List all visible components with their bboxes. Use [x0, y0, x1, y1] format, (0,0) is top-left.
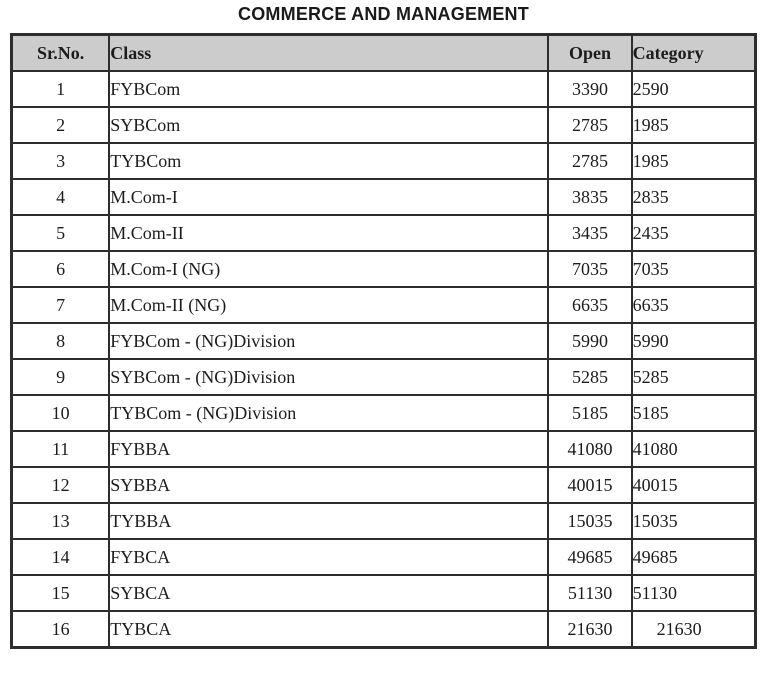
cell-sr: 16	[10, 610, 111, 649]
cell-category: 7035	[630, 250, 757, 288]
cell-category: 49685	[630, 538, 757, 576]
commerce-management-table: Sr.No. Class Open Category 1 FYBCom 3390 2590 2…	[10, 33, 757, 649]
cell-sr: 12	[10, 466, 111, 504]
cell-open: 6635	[547, 286, 633, 324]
table-row: 6 M.Com-I (NG) 7035 7035	[10, 250, 757, 288]
cell-open: 21630	[547, 610, 633, 649]
cell-sr: 1	[10, 70, 111, 108]
cell-sr: 3	[10, 142, 111, 180]
column-header-class: Class	[108, 33, 550, 72]
cell-open: 2785	[547, 142, 633, 180]
column-header-open: Open	[547, 33, 633, 72]
cell-open: 49685	[547, 538, 633, 576]
table-row: 13 TYBBA 15035 15035	[10, 502, 757, 540]
cell-category: 51130	[630, 574, 757, 612]
table-body: 1 FYBCom 3390 2590 2 SYBCom 2785 1985 3 TYBCom 278…	[10, 70, 757, 649]
cell-category: 21630	[630, 610, 757, 649]
table-row: 5 M.Com-II 3435 2435	[10, 214, 757, 252]
table-row: 14 FYBCA 49685 49685	[10, 538, 757, 576]
table-row: 16 TYBCA 21630 21630	[10, 610, 757, 649]
cell-open: 5990	[547, 322, 633, 360]
cell-class: FYBCom - (NG)Division	[108, 322, 550, 360]
cell-class: TYBCom - (NG)Division	[108, 394, 550, 432]
column-header-category: Category	[630, 33, 757, 72]
table-row: 9 SYBCom - (NG)Division 5285 5285	[10, 358, 757, 396]
cell-open: 5185	[547, 394, 633, 432]
cell-category: 15035	[630, 502, 757, 540]
cell-open: 15035	[547, 502, 633, 540]
cell-class: SYBBA	[108, 466, 550, 504]
cell-class: M.Com-II	[108, 214, 550, 252]
table-header: Sr.No. Class Open Category	[10, 33, 757, 72]
cell-category: 1985	[630, 142, 757, 180]
table-row: 11 FYBBA 41080 41080	[10, 430, 757, 468]
cell-open: 3390	[547, 70, 633, 108]
cell-class: FYBCA	[108, 538, 550, 576]
cell-sr: 6	[10, 250, 111, 288]
cell-class: FYBCom	[108, 70, 550, 108]
cell-open: 2785	[547, 106, 633, 144]
cell-open: 3835	[547, 178, 633, 216]
cell-class: M.Com-I (NG)	[108, 250, 550, 288]
cell-class: M.Com-I	[108, 178, 550, 216]
cell-category: 5990	[630, 322, 757, 360]
cell-class: TYBCom	[108, 142, 550, 180]
cell-sr: 7	[10, 286, 111, 324]
cell-sr: 8	[10, 322, 111, 360]
cell-sr: 14	[10, 538, 111, 576]
cell-open: 40015	[547, 466, 633, 504]
cell-sr: 11	[10, 430, 111, 468]
table-row: 1 FYBCom 3390 2590	[10, 70, 757, 108]
cell-open: 3435	[547, 214, 633, 252]
cell-open: 41080	[547, 430, 633, 468]
table-row: 3 TYBCom 2785 1985	[10, 142, 757, 180]
cell-class: FYBBA	[108, 430, 550, 468]
table-row: 15 SYBCA 51130 51130	[10, 574, 757, 612]
cell-category: 41080	[630, 430, 757, 468]
cell-class: M.Com-II (NG)	[108, 286, 550, 324]
cell-sr: 13	[10, 502, 111, 540]
table-row: 10 TYBCom - (NG)Division 5185 5185	[10, 394, 757, 432]
page-title: COMMERCE AND MANAGEMENT	[238, 4, 529, 24]
cell-category: 6635	[630, 286, 757, 324]
cell-sr: 5	[10, 214, 111, 252]
cell-open: 7035	[547, 250, 633, 288]
cell-category: 5185	[630, 394, 757, 432]
cell-sr: 4	[10, 178, 111, 216]
cell-category: 1985	[630, 106, 757, 144]
cell-class: SYBCom	[108, 106, 550, 144]
table-row: 4 M.Com-I 3835 2835	[10, 178, 757, 216]
cell-category: 5285	[630, 358, 757, 396]
cell-open: 5285	[547, 358, 633, 396]
column-header-sr: Sr.No.	[10, 33, 111, 72]
cell-class: TYBCA	[108, 610, 550, 649]
table-row: 2 SYBCom 2785 1985	[10, 106, 757, 144]
cell-category: 2435	[630, 214, 757, 252]
table-row: 12 SYBBA 40015 40015	[10, 466, 757, 504]
cell-class: TYBBA	[108, 502, 550, 540]
cell-category: 40015	[630, 466, 757, 504]
cell-category: 2835	[630, 178, 757, 216]
cell-sr: 9	[10, 358, 111, 396]
cell-class: SYBCom - (NG)Division	[108, 358, 550, 396]
cell-category: 2590	[630, 70, 757, 108]
cell-sr: 10	[10, 394, 111, 432]
cell-sr: 15	[10, 574, 111, 612]
cell-open: 51130	[547, 574, 633, 612]
header-row: Sr.No. Class Open Category	[10, 33, 757, 72]
cell-class: SYBCA	[108, 574, 550, 612]
cell-sr: 2	[10, 106, 111, 144]
table-row: 8 FYBCom - (NG)Division 5990 5990	[10, 322, 757, 360]
table-row: 7 M.Com-II (NG) 6635 6635	[10, 286, 757, 324]
